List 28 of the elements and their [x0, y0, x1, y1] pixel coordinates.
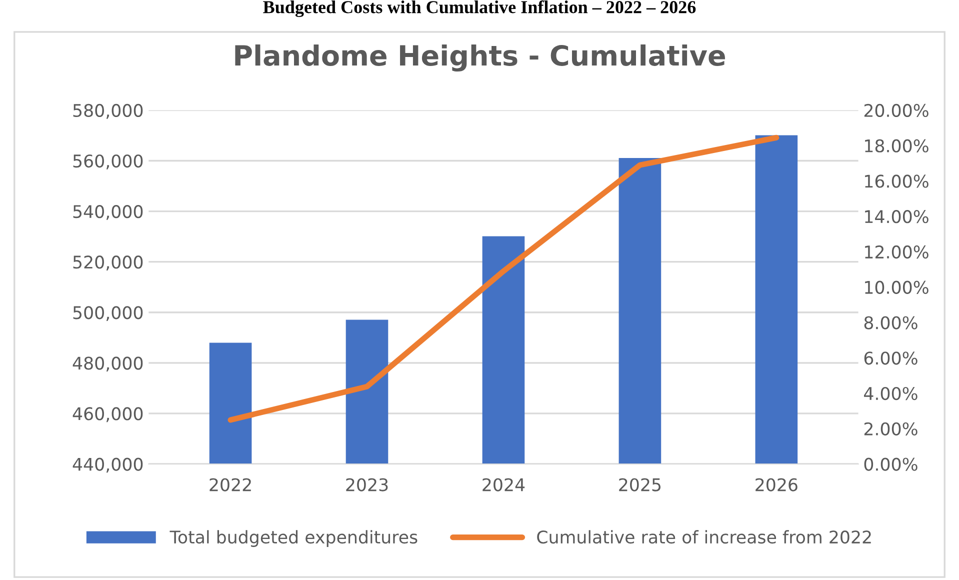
y-tick-label: 540,000 — [73, 204, 143, 220]
y-tick-label: 500,000 — [73, 306, 143, 321]
x-tick-label: 2023 — [346, 478, 388, 492]
y-tick-label: 480,000 — [72, 356, 143, 372]
x-tick-label: 2022 — [210, 478, 251, 492]
legend-label: Total budgeted expenditures — [170, 530, 418, 547]
y-tick-label: 560,000 — [73, 154, 143, 170]
y2-tick-label: 12.00% — [865, 245, 928, 259]
y2-tick-label: 10.00% — [865, 280, 928, 294]
chart-title: Plandome Heights - Cumulative — [235, 44, 725, 72]
y2-tick-label: 20.00% — [864, 104, 928, 118]
legend-label: Cumulative rate of increase from 2022 — [537, 530, 871, 544]
y2-tick-label: 14.00% — [865, 210, 928, 224]
y-tick-label: 440,000 — [72, 458, 143, 473]
x-tick-label: 2026 — [756, 478, 798, 492]
x-tick-label: 2024 — [482, 478, 525, 492]
y2-tick-label: 2.00% — [864, 422, 918, 436]
x-tick-label: 2025 — [619, 478, 661, 492]
y2-tick-label: 16.00% — [865, 174, 928, 188]
y2-tick-label: 6.00% — [864, 352, 918, 365]
y2-tick-label: 4.00% — [864, 386, 918, 400]
y-tick-label: 580,000 — [73, 104, 143, 119]
y2-tick-label: 18.00% — [865, 139, 928, 152]
text: Budgeted Costs with Cumulative Inflation – 2022 – 2026 — [263, 0, 696, 18]
y-tick-label: 520,000 — [73, 256, 143, 270]
y-tick-label: 460,000 — [72, 407, 143, 422]
y2-tick-label: 8.00% — [864, 316, 918, 330]
y2-tick-label: 0.00% — [864, 458, 918, 471]
